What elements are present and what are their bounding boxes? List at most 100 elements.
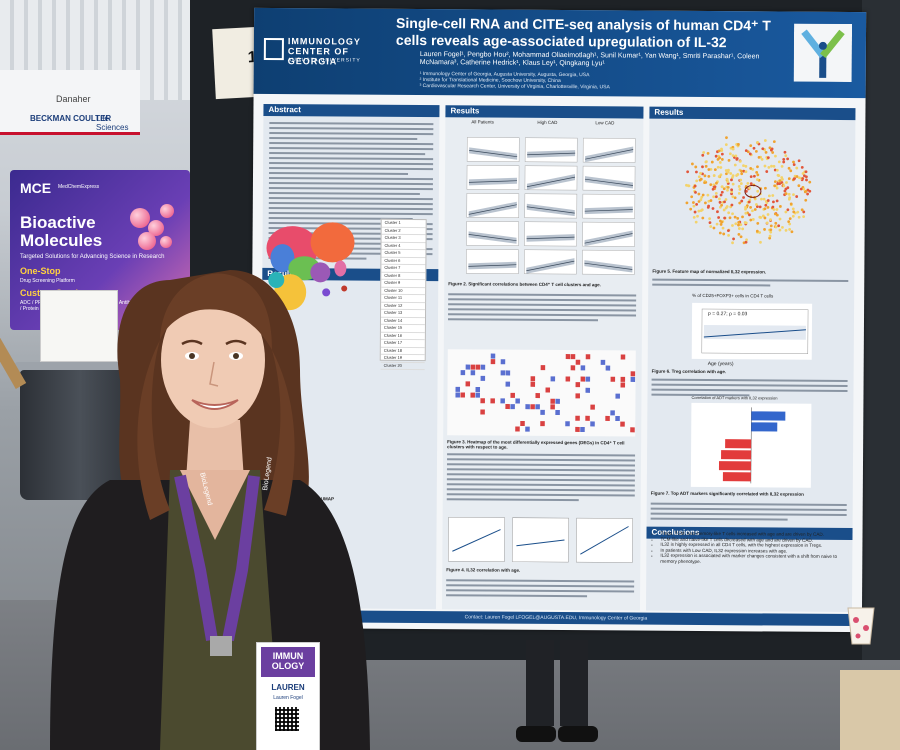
feature-map-point	[749, 175, 753, 179]
conclusions-list: Tregs, TCM, and memory-like T cells incr…	[652, 531, 849, 610]
fig7-title: Figure 7. Top ADT markers significantly …	[650, 490, 804, 497]
feature-map-point	[704, 201, 707, 205]
feature-map-point	[730, 178, 733, 182]
feature-map-point	[773, 212, 777, 216]
feature-map-point	[808, 189, 812, 193]
feature-map-point	[790, 230, 794, 234]
feature-map-point	[780, 181, 784, 184]
heatmap-cell	[575, 393, 580, 399]
figure-7-text	[650, 502, 847, 524]
booth-brand: MCE	[20, 180, 52, 196]
mini-panel	[466, 249, 519, 274]
heatmap-cell	[620, 376, 626, 382]
feature-map-point	[717, 175, 721, 178]
age-correlation-panels	[466, 137, 636, 275]
feature-map-point	[716, 210, 719, 214]
feature-map-point	[752, 146, 756, 150]
feature-map-point	[725, 177, 729, 181]
feature-map-point	[690, 162, 694, 166]
feature-map-point	[738, 159, 742, 163]
feature-map-point	[782, 184, 786, 188]
trend-line	[584, 178, 633, 186]
feature-map-point	[761, 147, 765, 151]
feature-map-point	[778, 228, 782, 232]
feature-map-point	[727, 211, 731, 215]
feature-map-point	[786, 208, 790, 212]
feature-map-point	[766, 156, 770, 160]
feature-map-point	[754, 149, 758, 153]
feature-map-point	[718, 161, 722, 164]
feature-map-point	[699, 171, 702, 175]
feature-map-point	[703, 181, 706, 185]
feature-map-point	[764, 203, 768, 207]
feature-map-point	[751, 209, 754, 213]
feature-map-point	[797, 176, 801, 180]
heatmap-cell	[500, 370, 506, 376]
heatmap-cell	[610, 410, 615, 416]
feature-map-point	[714, 192, 718, 195]
feature-map-point	[764, 150, 768, 154]
heatmap-cell	[570, 365, 576, 371]
heatmap-cell	[515, 426, 520, 432]
trend-line	[468, 180, 517, 183]
feature-map-point	[755, 170, 759, 174]
treg-plot-title: % of CD25+FOXP3+ cells in CD4 T cells	[692, 292, 774, 299]
abstract-heading: Abstract	[263, 103, 440, 118]
il32-age-scatter	[448, 516, 633, 563]
feature-map-point	[769, 218, 772, 222]
feature-map-point	[776, 173, 780, 177]
feature-map-point	[759, 240, 762, 244]
feature-map-point	[739, 182, 743, 185]
figure-2-caption: Figure 2. Significant correlations betwe…	[448, 281, 638, 287]
feature-map-point	[695, 179, 699, 183]
heatmap-cell	[620, 421, 625, 427]
feature-map-point	[753, 208, 757, 211]
feature-map-point	[783, 189, 787, 193]
trend-line	[469, 150, 518, 158]
feature-map-point	[699, 177, 703, 181]
feature-map-point	[787, 220, 791, 224]
feature-map-point	[802, 187, 806, 191]
feature-map-point	[761, 214, 765, 218]
heatmap-cell	[475, 387, 481, 393]
feature-map-point	[708, 221, 712, 225]
feature-map-point	[686, 170, 690, 174]
feature-map-point	[722, 232, 726, 236]
feature-map-point	[737, 220, 741, 224]
heatmap-cell	[575, 382, 581, 388]
feature-map-point	[731, 147, 735, 151]
heatmap-cell	[630, 376, 636, 382]
heatmap-cell	[455, 392, 460, 398]
feature-map-point	[769, 224, 773, 228]
feature-map-point	[792, 210, 796, 214]
mini-panel	[466, 165, 520, 190]
trend-line	[468, 234, 517, 242]
feature-map-point	[737, 223, 740, 227]
figure-7-caption: Figure 7. Top ADT markers significantly …	[651, 491, 847, 497]
feature-map-point	[701, 193, 705, 197]
feature-map-point	[728, 216, 732, 220]
poster-title: Single-cell RNA and CITE-seq analysis of…	[395, 14, 771, 51]
feature-map-point	[731, 212, 734, 216]
background-person-legs	[516, 640, 598, 742]
heatmap-cell	[585, 376, 591, 382]
feature-map-point	[701, 165, 704, 169]
feature-map-point	[726, 170, 730, 174]
heatmap-cell	[525, 404, 530, 410]
feature-map-point	[756, 165, 759, 169]
feature-map-point	[788, 222, 792, 226]
feature-map-point	[733, 215, 737, 219]
treg-stats: p = 0.27; ρ = 0.03	[708, 311, 748, 318]
feature-map-point	[797, 215, 801, 219]
feature-map-point	[740, 199, 744, 203]
feature-map-point	[718, 200, 722, 204]
feature-map-point	[732, 237, 735, 241]
feature-map-point	[718, 156, 722, 160]
feature-map-point	[737, 143, 740, 146]
booth-title-line2: Molecules	[20, 231, 103, 250]
feature-map-point	[712, 195, 716, 199]
feature-map-point	[741, 227, 745, 231]
feature-map-point	[788, 228, 792, 231]
booth-title-line1: Bioactive	[20, 213, 96, 232]
feature-map-point	[763, 164, 767, 168]
